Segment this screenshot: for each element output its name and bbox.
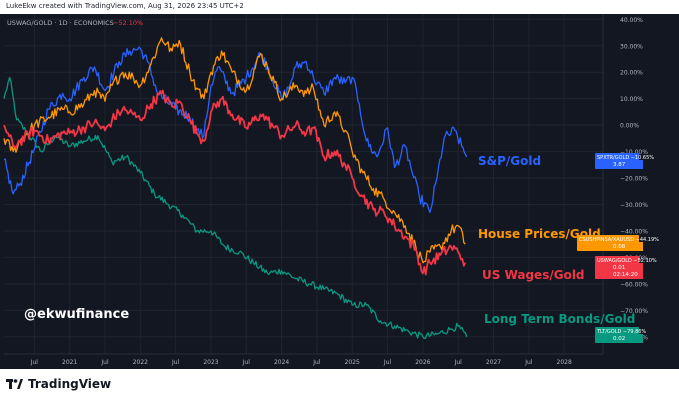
price-tag-ticker: CSUSHPINSA/XAUUSD −44.19% — [579, 237, 659, 243]
x-tick-label: 2023 — [203, 359, 218, 366]
x-tick-label: 2022 — [133, 359, 148, 366]
price-tag-countdown: 02:14:20 — [613, 272, 638, 278]
chart-title: USWAG/GOLD · 1D · ECONOMICS — [7, 19, 114, 27]
y-tick-label: −30.00% — [620, 202, 648, 209]
tradingview-logo[interactable]: TradingView — [6, 377, 111, 391]
y-tick-label: 30.00% — [620, 43, 643, 50]
x-tick-label: Jul — [242, 359, 251, 366]
series-line-sp-gold[interactable] — [3, 46, 468, 214]
price-tag-ticker: USWAG/GOLD −52.10% — [597, 258, 657, 264]
price-tag-value-bg — [611, 334, 643, 343]
chart-header: USWAG/GOLD · 1D · ECONOMICS −52.10% — [7, 19, 143, 27]
y-tick-label: −10.00% — [620, 149, 648, 156]
y-tick-label: 40.00% — [620, 17, 643, 24]
y-tick-label: −20.00% — [620, 176, 648, 183]
price-tag-value-bg — [611, 160, 643, 169]
y-axis: 40.00% 30.00% 20.00% 10.00% 0.00% −10.00% −20.… — [602, 14, 648, 354]
price-tags: SPXTR/GOLD −10.65%3.87 CSUSHPINSA/XAUUSD … — [577, 153, 659, 343]
series-annotation: Long Term Bonds/Gold — [484, 312, 635, 326]
series-line-wages-gold[interactable] — [3, 89, 467, 276]
price-tag-value-bg — [611, 263, 643, 279]
x-tick-label: 2021 — [62, 359, 77, 366]
y-tick-label: −40.00% — [620, 228, 648, 235]
tradingview-logo-icon — [6, 378, 23, 389]
series-annotation: House Prices/Gold — [478, 227, 601, 241]
series-line-house-gold[interactable] — [3, 37, 466, 264]
series-annotation: S&P/Gold — [478, 154, 541, 168]
grid — [4, 14, 603, 354]
y-tick-label: −60.00% — [620, 281, 648, 288]
price-tag-ticker: SPXTR/GOLD −10.65% — [597, 155, 654, 161]
y-tick-label: 0.00% — [620, 123, 639, 130]
x-tick-label: 2024 — [274, 359, 289, 366]
y-tick-label: 20.00% — [620, 70, 643, 77]
x-tick-label: 2027 — [486, 359, 501, 366]
price-tag-ticker: TLT/GOLD −79.86% — [596, 329, 646, 335]
watermark-handle: @ekwufinance — [24, 307, 129, 322]
tradingview-wordmark: TradingView — [28, 377, 112, 391]
chart-panel[interactable]: 40.00% 30.00% 20.00% 10.00% 0.00% −10.00% −20.… — [0, 14, 679, 369]
price-tag-sp-gold: SPXTR/GOLD −10.65%3.87 — [595, 153, 654, 169]
price-tag-value: 0.02 — [613, 336, 625, 342]
x-tick-label: Jul — [454, 359, 463, 366]
y-tick-label: −70.00% — [620, 308, 648, 315]
chart-caption: LukeEkw created with TradingView.com, Au… — [6, 2, 244, 10]
line-chart[interactable]: 40.00% 30.00% 20.00% 10.00% 0.00% −10.00% −20.… — [0, 14, 679, 369]
price-tag-value-bg — [611, 242, 643, 251]
price-tag-value: 3.87 — [613, 162, 626, 168]
x-axis: Jul 2021 Jul 2022 Jul 2023 Jul 2024 Jul 2025 Jul 20… — [4, 353, 603, 366]
annotations: S&P/Gold House Prices/Gold US Wages/Gold Lo… — [24, 154, 635, 326]
footer: TradingView — [0, 369, 679, 403]
x-tick-label: Jul — [100, 359, 109, 366]
x-tick-label: Jul — [30, 359, 39, 366]
price-tag-value: 0.08 — [613, 244, 626, 250]
price-tag-value: 0.01 — [613, 265, 625, 271]
x-tick-label: Jul — [383, 359, 392, 366]
x-tick-label: 2026 — [415, 359, 430, 366]
price-tag-house-gold: CSUSHPINSA/XAUUSD −44.19%0.08 — [577, 235, 659, 251]
x-tick-label: 2028 — [557, 359, 572, 366]
x-tick-label: 2025 — [345, 359, 360, 366]
chart-title-change: −52.10% — [113, 19, 143, 27]
series-line-bonds-gold[interactable] — [3, 76, 468, 340]
series-group — [3, 37, 468, 340]
x-tick-label: Jul — [524, 359, 533, 366]
price-tag-bonds-gold: TLT/GOLD −79.86%0.02 — [595, 327, 646, 343]
series-annotation: US Wages/Gold — [482, 268, 585, 282]
x-tick-label: Jul — [171, 359, 180, 366]
x-tick-label: Jul — [312, 359, 321, 366]
y-tick-label: 10.00% — [620, 96, 643, 103]
